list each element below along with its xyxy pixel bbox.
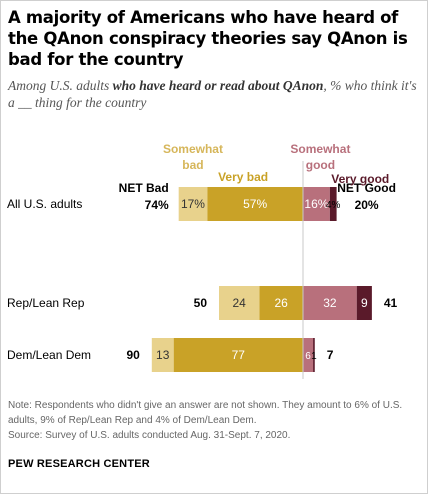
bar-very-bad-all-u-s-adults (207, 187, 303, 221)
net-bad-value-rep-lean-rep: 50 (194, 296, 208, 310)
legend-very-good-line-0: Very good (331, 172, 389, 186)
bar-very-good-all-u-s-adults (329, 187, 337, 221)
data-label-somewhat-good-rep-lean-rep: 32 (323, 296, 337, 310)
bar-somewhat-bad-all-u-s-adults (178, 187, 208, 221)
chart-note: Note: Respondents who didn't give an ans… (8, 400, 403, 426)
net-good-header: NET Good (337, 181, 396, 195)
data-label-very-good-dem-lean-dem: 1 (311, 351, 317, 362)
data-label-somewhat-bad-all-u-s-adults: 17% (181, 197, 205, 211)
bar-very-good-rep-lean-rep (356, 286, 372, 320)
data-label-somewhat-good-dem-lean-dem: 6 (305, 351, 311, 362)
subtitle-bold: who have heard or read about QAnon (112, 78, 324, 93)
bar-very-bad-rep-lean-rep (259, 286, 303, 320)
bar-somewhat-good-all-u-s-adults (303, 187, 330, 221)
category-label-rep-lean-rep: Rep/Lean Rep (7, 296, 85, 310)
subtitle-post: , % who think it's a __ thing for the co… (8, 78, 417, 110)
category-label-dem-lean-dem: Dem/Lean Dem (7, 348, 91, 362)
net-good-total: 20% (355, 198, 379, 212)
chart-subtitle: Among U.S. adults who have heard or read… (8, 77, 422, 111)
data-label-very-bad-rep-lean-rep: 26 (274, 296, 288, 310)
bar-somewhat-good-rep-lean-rep (303, 286, 357, 320)
legend-somewhat-bad-line-1: bad (182, 158, 203, 172)
chart-source: Source: Survey of U.S. adults conducted … (8, 430, 291, 441)
chart-title: A majority of Americans who have heard o… (8, 8, 408, 69)
data-label-very-bad-dem-lean-dem: 77 (232, 348, 246, 362)
category-label-all-u-s-adults: All U.S. adults (7, 197, 82, 211)
bar-somewhat-bad-rep-lean-rep (219, 286, 260, 320)
net-good-value-dem-lean-dem: 7 (327, 348, 334, 362)
bar-somewhat-bad-dem-lean-dem (151, 338, 174, 372)
net-bad-header: NET Bad (119, 181, 169, 195)
net-bad-total: 74% (145, 198, 169, 212)
legend-somewhat-bad-line-0: Somewhat (163, 142, 223, 156)
data-label-very-good-rep-lean-rep: 9 (361, 296, 368, 310)
bar-very-good-dem-lean-dem (313, 338, 315, 372)
data-label-somewhat-good-all-u-s-adults: 16% (304, 197, 328, 211)
data-label-somewhat-bad-dem-lean-dem: 13 (156, 348, 170, 362)
legend-very-bad-line-0: Very bad (218, 170, 268, 184)
net-good-value-rep-lean-rep: 41 (384, 296, 398, 310)
data-label-somewhat-bad-rep-lean-rep: 24 (232, 296, 246, 310)
stacked-bar-chart: All U.S. adults 57% 17% 16%4% NET Bad 74% NET … (7, 142, 398, 379)
bar-very-bad-dem-lean-dem (173, 338, 303, 372)
data-label-very-good-all-u-s-adults: 4% (326, 200, 341, 211)
subtitle-pre: Among U.S. adults (8, 78, 113, 93)
legend-somewhat-good-line-0: Somewhat (290, 142, 350, 156)
legend-somewhat-good-line-1: good (306, 158, 335, 172)
data-label-very-bad-all-u-s-adults: 57% (243, 197, 267, 211)
bar-somewhat-good-dem-lean-dem (303, 338, 314, 372)
pew-logo-text: PEW RESEARCH CENTER (8, 458, 150, 470)
net-bad-value-dem-lean-dem: 90 (126, 348, 140, 362)
